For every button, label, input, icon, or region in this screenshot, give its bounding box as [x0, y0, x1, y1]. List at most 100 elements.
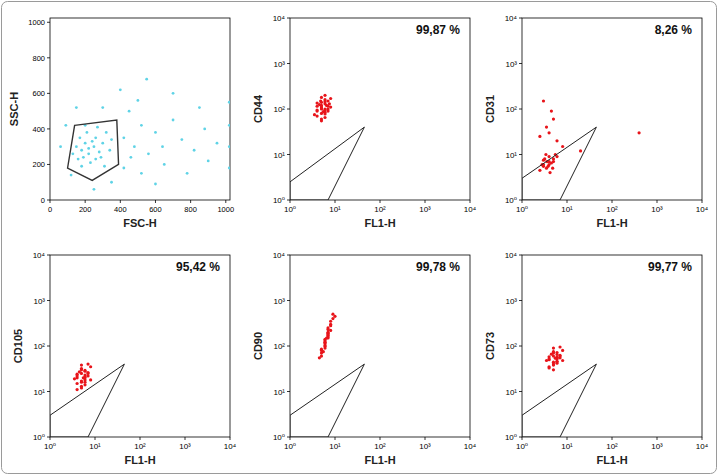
point [319, 99, 322, 102]
point [544, 153, 547, 156]
y-axis-label: SSC-H [8, 92, 20, 126]
point [203, 128, 206, 131]
point [320, 119, 323, 122]
point [323, 100, 326, 103]
x-tick [380, 200, 381, 203]
x-tick [425, 200, 426, 203]
point [59, 145, 62, 148]
y-axis-label: CD90 [252, 332, 264, 360]
point [87, 152, 90, 155]
point [328, 102, 331, 105]
y-tick-label: 10³ [505, 60, 517, 69]
point [637, 131, 640, 134]
plot-frame [290, 255, 470, 437]
x-tick-label: 10⁰ [284, 442, 296, 451]
x-tick-label: 10² [134, 442, 146, 451]
y-tick [47, 164, 50, 165]
point [80, 381, 83, 384]
percentage-label: 8,26 % [655, 23, 693, 37]
x-tick-label: 10³ [419, 205, 431, 214]
y-tick [47, 255, 50, 256]
y-tick-label: 10⁴ [505, 14, 518, 23]
point [82, 156, 85, 159]
point [326, 107, 329, 110]
x-tick-label: 10¹ [89, 442, 101, 451]
point [555, 351, 558, 354]
point [326, 99, 329, 102]
point [558, 345, 561, 348]
point [558, 354, 561, 357]
y-tick-label: 10³ [33, 297, 45, 306]
percentage-label: 99,78 % [416, 260, 460, 274]
point [78, 370, 81, 373]
percentage-label: 99,77 % [648, 260, 692, 274]
plot-frame [290, 18, 470, 200]
point [154, 131, 157, 134]
x-tick [230, 437, 231, 440]
point [140, 124, 143, 127]
x-tick-label: 10⁴ [696, 442, 709, 451]
y-tick [519, 255, 522, 256]
point [180, 138, 183, 141]
y-tick-label: 10⁰ [33, 433, 45, 442]
y-tick-label: 10¹ [505, 388, 517, 397]
point [315, 108, 318, 111]
point [80, 367, 83, 370]
y-tick [47, 300, 50, 301]
point [163, 163, 166, 166]
point [552, 364, 555, 367]
gate [522, 127, 596, 200]
point [80, 385, 83, 388]
point [561, 359, 564, 362]
point [323, 94, 326, 97]
y-tick [47, 57, 50, 58]
y-tick [519, 63, 522, 64]
y-tick-label: 10² [505, 342, 517, 351]
point [119, 88, 122, 91]
x-tick [50, 437, 51, 440]
plot-area [50, 363, 124, 437]
y-tick [519, 109, 522, 110]
point [75, 374, 78, 377]
point [101, 142, 104, 145]
point [94, 136, 97, 139]
x-tick [335, 200, 336, 203]
point [80, 149, 83, 152]
x-tick [612, 200, 613, 203]
point [94, 158, 97, 161]
point [89, 365, 92, 368]
x-tick-label: 10³ [651, 442, 663, 451]
point [86, 131, 89, 134]
y-tick [47, 346, 50, 347]
y-tick [287, 109, 290, 110]
point [207, 159, 210, 162]
y-tick-label: 800 [32, 54, 45, 63]
point [548, 171, 551, 174]
point [96, 126, 99, 129]
point [110, 138, 113, 141]
point [82, 376, 85, 379]
y-tick [287, 18, 290, 19]
y-tick-label: 10⁰ [505, 196, 517, 205]
point [552, 160, 555, 163]
point [551, 167, 554, 170]
x-tick-label: 10⁰ [516, 205, 528, 214]
point [93, 188, 96, 191]
panel: 10⁰10¹10²10³10⁴10⁰10¹10²10³10⁴FL1-HCD739… [484, 251, 709, 466]
point [193, 149, 196, 152]
y-tick-label: 1000 [28, 18, 45, 27]
gate [522, 364, 596, 437]
x-tick [190, 200, 191, 203]
x-tick-label: 10⁰ [284, 205, 296, 214]
point [547, 366, 550, 369]
y-tick-label: 10² [505, 105, 517, 114]
x-tick-label: 10¹ [561, 442, 573, 451]
y-tick-label: 10³ [273, 297, 285, 306]
x-tick-label: 10² [606, 442, 618, 451]
x-tick [702, 437, 703, 440]
point [147, 152, 150, 155]
point [228, 145, 230, 148]
figure-border [2, 2, 717, 474]
point [103, 165, 106, 168]
x-tick-label: 10⁰ [516, 442, 528, 451]
